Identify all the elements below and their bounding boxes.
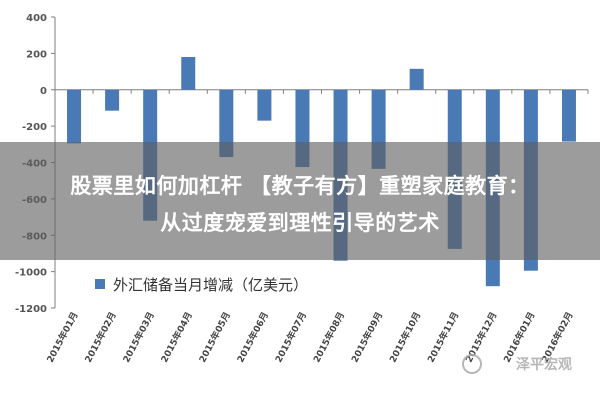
y-tick-label: -1000: [15, 268, 47, 279]
y-tick-label: 400: [26, 13, 47, 24]
overlay-title-line-1: 股票里如何加杠杆 【教子有方】重塑家庭教育：: [70, 174, 530, 198]
y-tick-label: 200: [26, 49, 47, 60]
y-tick-label: 0: [40, 86, 47, 97]
x-tick-label: 2015年10月: [387, 310, 424, 365]
x-tick-label: 2015年04月: [158, 310, 195, 365]
watermark-icon: [462, 354, 482, 374]
legend-swatch: [95, 279, 105, 289]
y-tick-label: -1200: [15, 304, 47, 315]
overlay-title-line-2: 从过度宠爱到理性引导的艺术: [160, 211, 440, 235]
y-tick-label: -200: [22, 122, 47, 133]
bar: [105, 89, 120, 111]
x-tick-label: 2015年06月: [234, 310, 271, 365]
bar: [181, 57, 196, 90]
x-tick-label: 2015年11月: [425, 310, 462, 365]
x-tick-label: 2015年03月: [120, 310, 157, 365]
legend-label: 外汇储备当月增减（亿美元）: [113, 276, 308, 294]
bar: [561, 89, 576, 142]
x-tick-label: 2015年02月: [82, 310, 119, 365]
watermark-text: 泽平宏观: [516, 357, 572, 373]
x-tick-label: 2015年09月: [349, 310, 386, 365]
x-tick-label: 2015年08月: [310, 310, 347, 365]
x-tick-label: 2015年07月: [272, 310, 309, 365]
bar: [67, 89, 82, 144]
x-tick-label: 2015年01月: [44, 310, 81, 365]
bar: [219, 89, 234, 158]
x-tick-label: 2015年05月: [196, 310, 233, 365]
bar: [409, 68, 424, 90]
bar: [257, 89, 272, 121]
title-overlay: [0, 142, 600, 260]
